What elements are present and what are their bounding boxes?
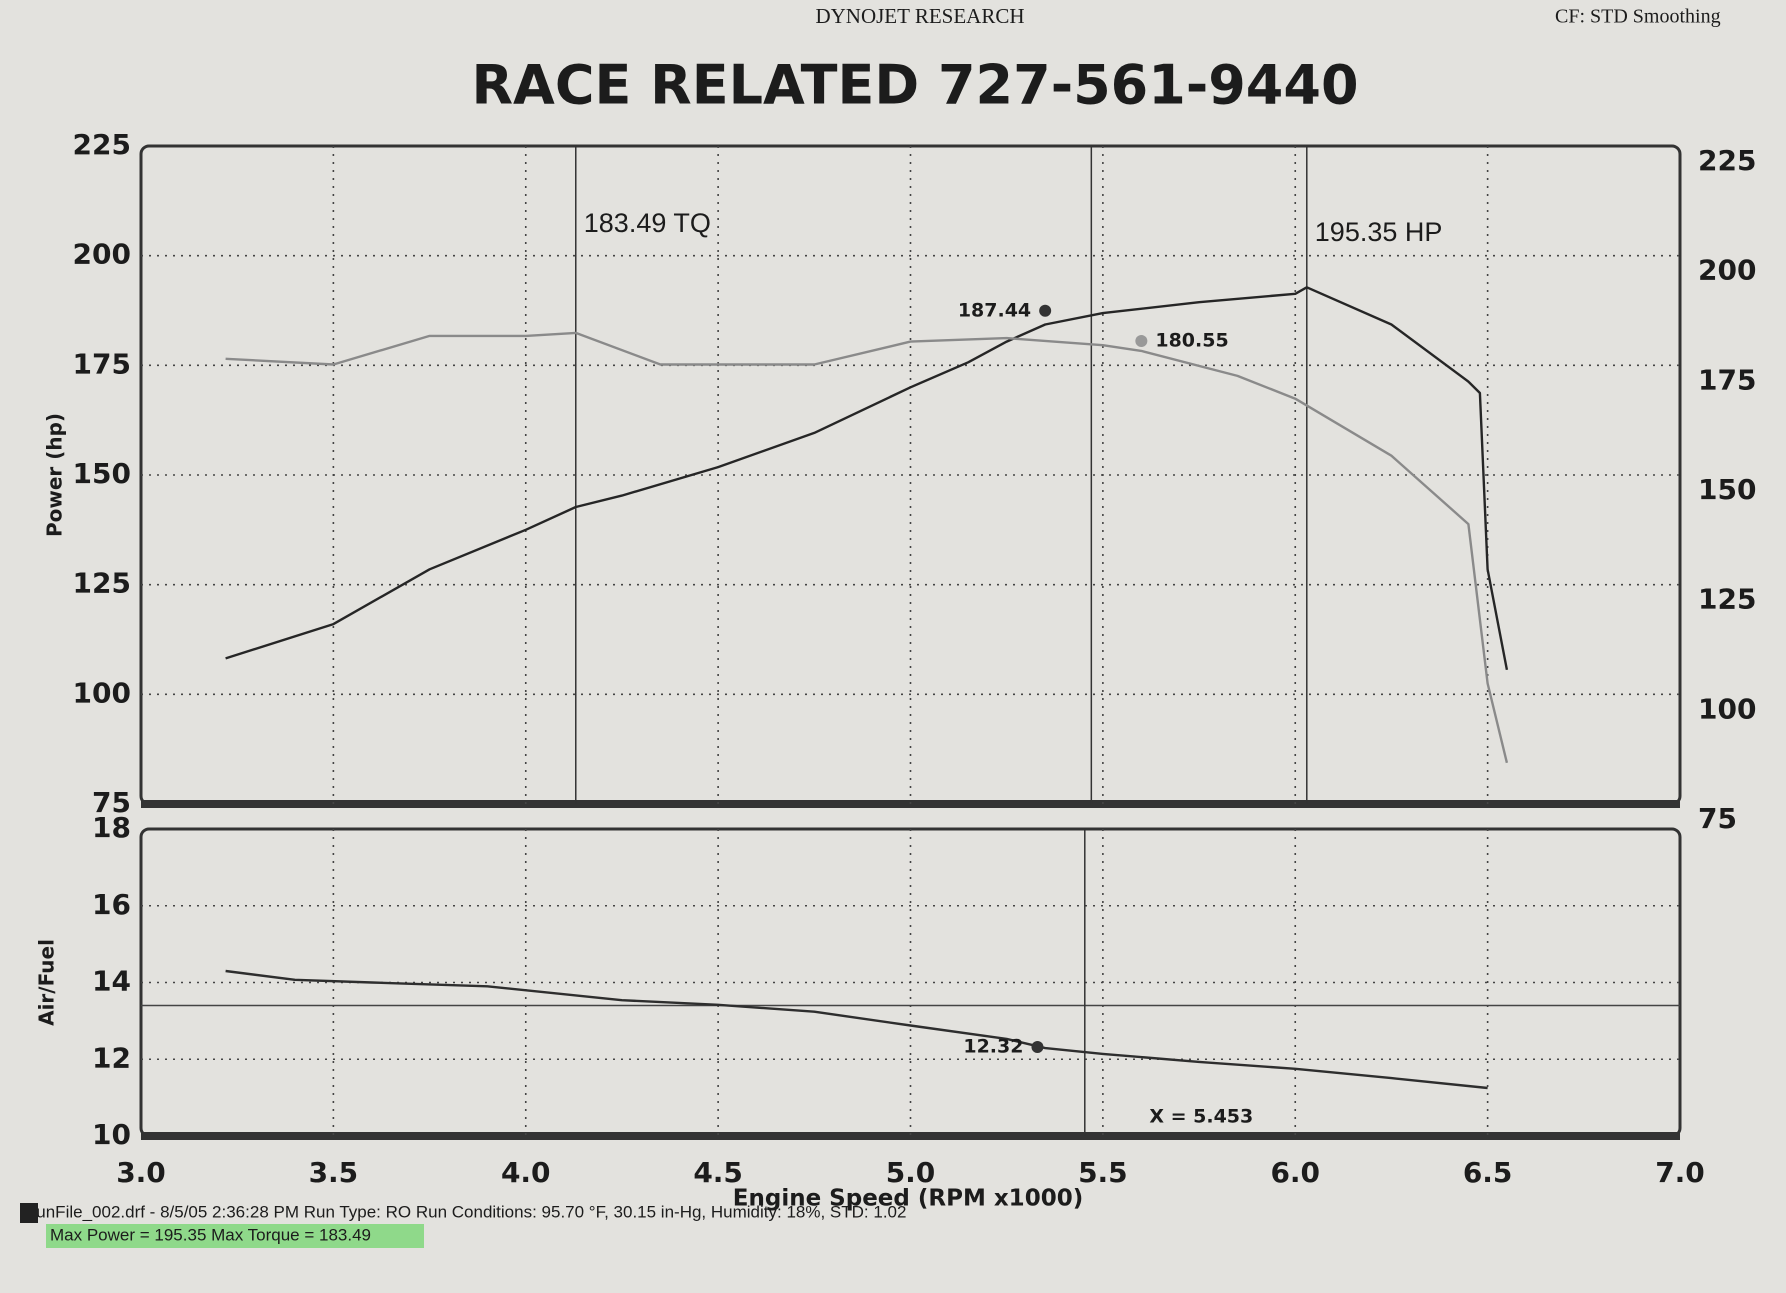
marker-label: 12.32 (963, 1035, 1023, 1057)
y2-tick-label: 150 (1698, 473, 1756, 506)
run-info: RunFile_002.drf - 8/5/05 2:36:28 PM Run … (24, 1202, 906, 1221)
max-info: Max Power = 195.35 Max Torque = 183.49 (50, 1225, 371, 1244)
y-tick-label: 18 (92, 811, 131, 844)
brand: DYNOJET RESEARCH (815, 4, 1024, 28)
x-tick-label: 4.0 (501, 1156, 551, 1189)
y-tick-label: 16 (92, 888, 131, 921)
chart-title: RACE RELATED 727-561-9440 (471, 54, 1358, 117)
y2-tick-label: 100 (1698, 692, 1756, 725)
y-tick-label: 14 (92, 965, 131, 998)
annotation: 183.49 TQ (584, 208, 711, 238)
y2-tick-label: 125 (1698, 583, 1756, 616)
marker-label: 180.55 (1155, 329, 1228, 351)
marker (1031, 1040, 1044, 1053)
y2-tick-label: 200 (1698, 254, 1756, 287)
x-tick-label: 6.0 (1270, 1156, 1320, 1189)
x-tick-label: 7.0 (1655, 1156, 1705, 1189)
marker (1039, 304, 1052, 317)
annotation: 195.35 HP (1315, 217, 1443, 247)
y-tick-label: 125 (73, 567, 131, 600)
y-axis-label: Power (hp) (43, 413, 67, 537)
settings: CF: STD Smoothing (1555, 6, 1721, 28)
y-tick-label: 12 (92, 1041, 131, 1074)
y-tick-label: 75 (92, 786, 131, 819)
x-tick-label: 5.5 (1078, 1156, 1128, 1189)
x-tick-label: 4.5 (693, 1156, 743, 1189)
y-tick-label: 225 (73, 128, 131, 161)
y-tick-label: 200 (73, 238, 131, 271)
y2-tick-label: 225 (1698, 144, 1756, 177)
annotation: X = 5.453 (1149, 1105, 1253, 1127)
x-tick-label: 3.5 (309, 1156, 359, 1189)
y-tick-label: 175 (73, 347, 131, 380)
y-tick-label: 10 (92, 1118, 131, 1151)
y-axis-label: Air/Fuel (35, 939, 59, 1026)
x-tick-label: 3.0 (116, 1156, 166, 1189)
x-tick-label: 5.0 (886, 1156, 936, 1189)
series-line (225, 969, 1488, 1090)
y2-tick-label: 175 (1698, 363, 1756, 396)
marker-label: 187.44 (958, 299, 1031, 321)
series-line (225, 286, 1509, 671)
y-tick-label: 100 (73, 676, 131, 709)
file-icon (20, 1203, 38, 1223)
y2-tick-label: 75 (1698, 802, 1737, 835)
highlight (46, 1224, 424, 1248)
x-tick-label: 6.5 (1463, 1156, 1513, 1189)
marker (1135, 334, 1148, 347)
x-axis-label: Engine Speed (RPM x1000) (733, 1186, 1083, 1212)
y-tick-label: 150 (73, 457, 131, 490)
series-line (225, 331, 1509, 764)
